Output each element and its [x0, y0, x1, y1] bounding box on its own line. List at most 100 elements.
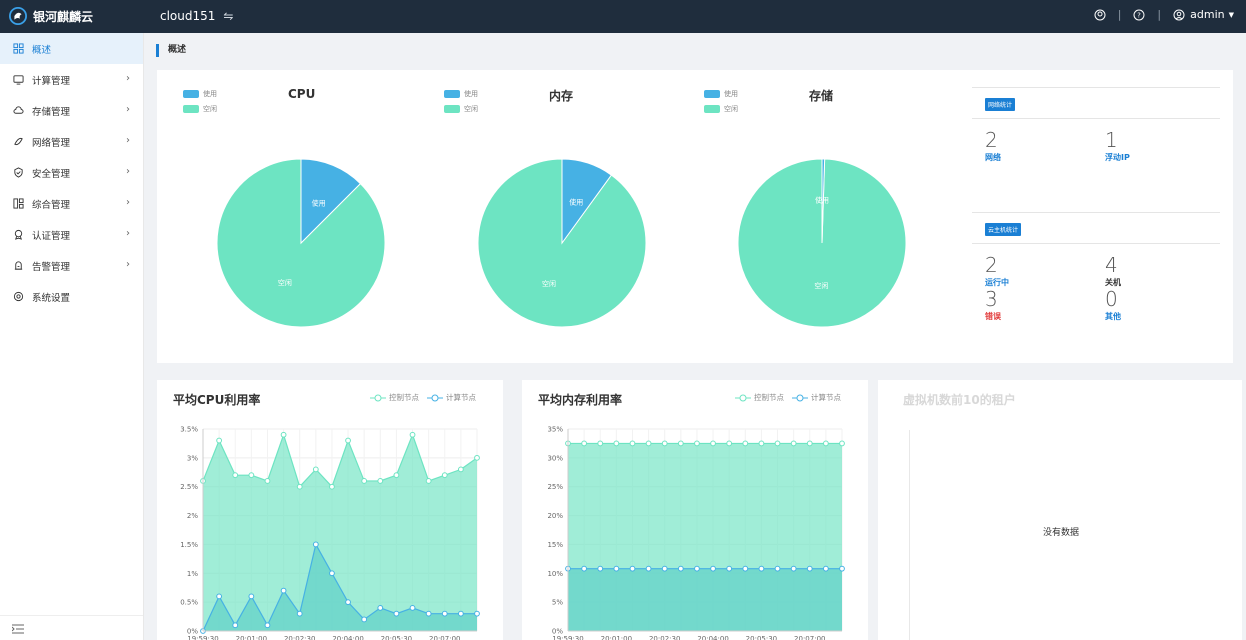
data-point[interactable] [248, 593, 255, 600]
user-circle-icon[interactable] [1094, 9, 1106, 21]
sidebar-item-7[interactable]: 告警管理 › [0, 250, 143, 281]
data-point[interactable] [694, 565, 700, 572]
sidebar-item-8[interactable]: 系统设置 [0, 281, 143, 312]
legend-item-free[interactable]: 空闲 [183, 101, 217, 116]
floating-ip-label[interactable]: 浮动IP [1105, 153, 1130, 162]
data-point[interactable] [264, 478, 271, 484]
data-point[interactable] [758, 565, 765, 572]
data-point[interactable] [409, 605, 416, 611]
data-point[interactable] [613, 440, 620, 447]
data-point[interactable] [474, 610, 480, 617]
data-point[interactable] [377, 478, 384, 484]
data-point[interactable] [377, 605, 384, 611]
data-point[interactable] [296, 483, 303, 490]
data-point[interactable] [474, 454, 480, 461]
legend-item-compute[interactable]: 计算节点 [427, 392, 476, 403]
cluster-switcher[interactable]: cloud151 ⇋ [160, 9, 233, 23]
data-point[interactable] [248, 472, 255, 479]
legend-item-free[interactable]: 空闲 [704, 101, 738, 116]
data-point[interactable] [393, 610, 400, 617]
data-point[interactable] [661, 440, 668, 447]
data-point[interactable] [216, 593, 223, 600]
switch-icon[interactable]: ⇋ [223, 9, 234, 23]
data-point[interactable] [457, 466, 464, 473]
data-point[interactable] [457, 610, 464, 617]
sidebar-item-2[interactable]: 存储管理 › [0, 95, 143, 126]
data-point[interactable] [774, 440, 781, 447]
user-menu[interactable]: admin ▼ [1173, 8, 1234, 21]
data-point[interactable] [232, 622, 239, 629]
data-point[interactable] [629, 565, 636, 572]
data-point[interactable] [597, 565, 604, 572]
data-point[interactable] [409, 431, 416, 438]
pie-slice-used[interactable] [300, 158, 362, 245]
pie-slice-used[interactable] [561, 158, 613, 245]
pie-slice-used[interactable] [821, 158, 826, 244]
data-point[interactable] [597, 440, 604, 447]
data-point[interactable] [710, 565, 716, 572]
data-point[interactable] [742, 440, 749, 447]
data-point[interactable] [806, 440, 813, 447]
data-point[interactable] [774, 565, 781, 572]
sidebar-item-4[interactable]: 安全管理 › [0, 157, 143, 188]
data-point[interactable] [581, 565, 588, 572]
sidebar-item-3[interactable]: 网络管理 › [0, 126, 143, 157]
legend-item-control[interactable]: 控制节点 [735, 392, 784, 403]
data-point[interactable] [645, 440, 652, 447]
help-icon[interactable]: ? [1133, 9, 1145, 21]
data-point[interactable] [581, 440, 588, 447]
data-point[interactable] [629, 440, 636, 447]
data-point[interactable] [425, 478, 432, 484]
data-point[interactable] [441, 610, 448, 617]
data-point[interactable] [790, 565, 797, 572]
legend-item-used[interactable]: 使用 [704, 86, 738, 101]
data-point[interactable] [822, 565, 829, 572]
data-point[interactable] [726, 565, 733, 572]
data-point[interactable] [613, 565, 620, 572]
data-point[interactable] [312, 466, 319, 473]
data-point[interactable] [839, 565, 845, 572]
data-point[interactable] [677, 565, 684, 572]
data-point[interactable] [329, 570, 335, 577]
legend-item-used[interactable]: 使用 [444, 86, 478, 101]
data-point[interactable] [806, 565, 813, 572]
collapse-menu-icon[interactable] [12, 624, 24, 634]
data-point[interactable] [790, 440, 797, 447]
data-point[interactable] [361, 478, 368, 484]
data-point[interactable] [758, 440, 765, 447]
data-point[interactable] [216, 437, 223, 444]
legend-item-used[interactable]: 使用 [183, 86, 217, 101]
data-point[interactable] [694, 440, 700, 447]
data-point[interactable] [361, 616, 368, 623]
data-point[interactable] [645, 565, 652, 572]
legend-item-free[interactable]: 空闲 [444, 101, 478, 116]
data-point[interactable] [264, 622, 271, 629]
data-point[interactable] [280, 587, 287, 594]
data-point[interactable] [393, 472, 400, 479]
data-point[interactable] [345, 437, 351, 444]
brand[interactable]: 银河麒麟云 [9, 7, 93, 25]
data-point[interactable] [345, 599, 351, 606]
data-point[interactable] [661, 565, 668, 572]
shutdown-label[interactable]: 关机 [1105, 278, 1121, 287]
other-label[interactable]: 其他 [1105, 312, 1121, 321]
data-point[interactable] [296, 610, 303, 617]
data-point[interactable] [822, 440, 829, 447]
data-point[interactable] [726, 440, 733, 447]
data-point[interactable] [839, 440, 845, 447]
sidebar-item-1[interactable]: 计算管理 › [0, 64, 143, 95]
data-point[interactable] [710, 440, 716, 447]
data-point[interactable] [312, 541, 319, 548]
data-point[interactable] [280, 431, 287, 438]
legend-item-compute[interactable]: 计算节点 [792, 392, 841, 403]
data-point[interactable] [742, 565, 749, 572]
data-point[interactable] [232, 472, 239, 479]
sidebar-item-0[interactable]: 概述 [0, 33, 143, 64]
data-point[interactable] [441, 472, 448, 479]
running-label[interactable]: 运行中 [985, 278, 1009, 287]
legend-item-control[interactable]: 控制节点 [370, 392, 419, 403]
sidebar-item-6[interactable]: 认证管理 › [0, 219, 143, 250]
network-label[interactable]: 网络 [985, 153, 1001, 162]
sidebar-item-5[interactable]: 综合管理 › [0, 188, 143, 219]
data-point[interactable] [329, 483, 335, 490]
